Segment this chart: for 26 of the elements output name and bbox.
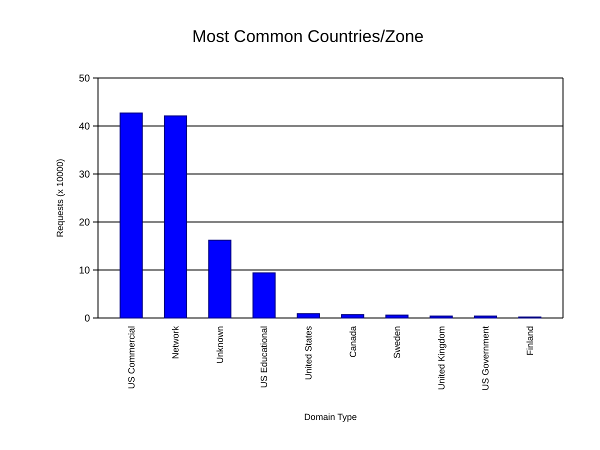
y-tick-label: 30 (78, 170, 90, 180)
x-tick-label: Sweden (392, 326, 402, 359)
bar (385, 314, 408, 318)
bar (341, 314, 364, 318)
bar (120, 112, 143, 318)
bar (208, 240, 232, 318)
y-tick-label: 50 (78, 74, 90, 84)
x-tick-label: Canada (348, 326, 358, 358)
x-tick-label: United States (304, 326, 314, 380)
bar (252, 272, 276, 318)
x-tick-label: US Commercial (126, 326, 136, 390)
x-axis-title: Domain Type (304, 412, 357, 422)
y-tick-label: 10 (78, 266, 90, 276)
chart-title: Most Common Countries/Zone (192, 27, 424, 46)
x-tick-label: Unknown (214, 326, 225, 364)
bar (164, 115, 188, 318)
x-tick-label: Finland (524, 326, 535, 356)
y-tick-label: 40 (78, 122, 90, 132)
y-tick-label: 0 (84, 314, 90, 324)
y-tick-label: 20 (78, 218, 90, 228)
y-axis-title: Requests (x 10000) (55, 158, 65, 238)
x-tick-label: Network (170, 326, 181, 360)
x-tick-label: US Government (480, 326, 491, 391)
x-tick-label: United Kingdom (436, 326, 446, 390)
bar (296, 313, 320, 318)
x-tick-label: US Educational (259, 326, 270, 388)
